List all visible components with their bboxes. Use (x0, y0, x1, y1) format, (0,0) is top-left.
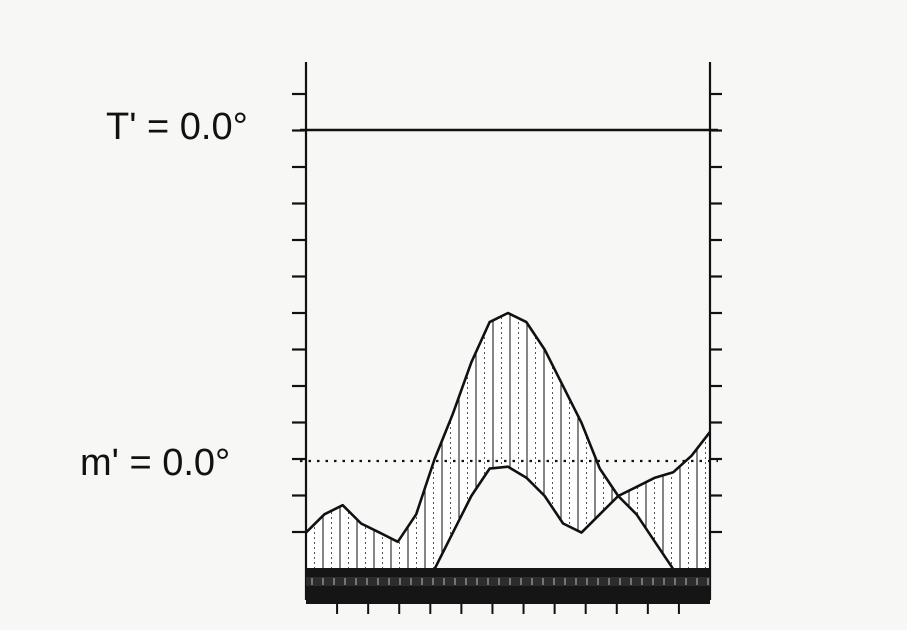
series-1-line (305, 311, 711, 598)
moisture-reference-label: m' = 0.0° (80, 442, 231, 484)
month-band-strip (306, 577, 710, 586)
chart-axes (292, 62, 722, 600)
temperature-reference-label: T' = 0.0° (106, 106, 248, 148)
reference-lines (300, 128, 718, 463)
bottom-band (306, 568, 710, 614)
fill-layer (306, 313, 710, 597)
hatched-region-0 (306, 313, 710, 597)
